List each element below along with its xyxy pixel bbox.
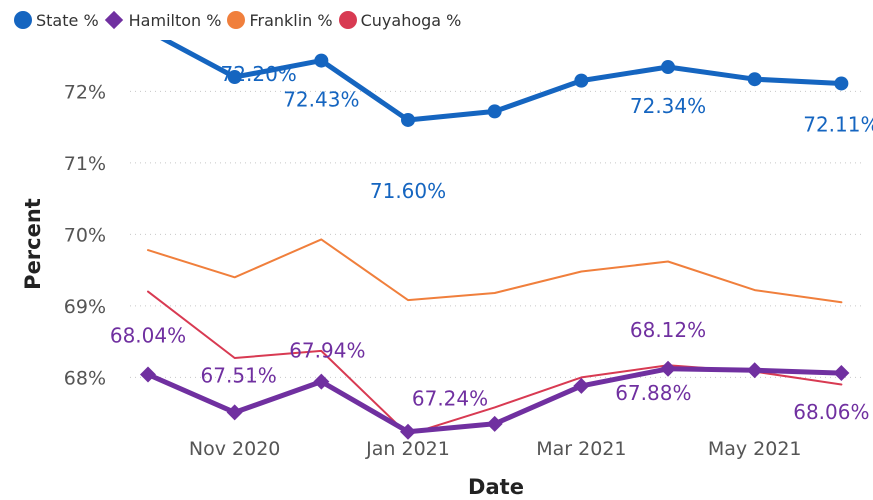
- data-point-hamilton: [140, 366, 156, 383]
- data-point-hamilton: [226, 404, 243, 421]
- legend-label: Franklin %: [249, 10, 333, 30]
- legend-item-state[interactable]: State %: [14, 11, 99, 30]
- y-tick-label: 71%: [64, 153, 106, 175]
- data-point-hamilton: [746, 362, 763, 379]
- series-line-franklin: [147, 238, 843, 304]
- y-tick-label: 68%: [64, 367, 106, 389]
- circle-marker-icon: [14, 11, 32, 29]
- data-label: 71.60%: [370, 179, 446, 203]
- y-tick-label: 72%: [64, 81, 106, 103]
- data-label: 68.06%: [793, 400, 869, 424]
- data-label: 67.24%: [412, 387, 488, 411]
- data-point-state: [227, 70, 242, 85]
- data-label: 72.43%: [283, 88, 359, 112]
- x-tick-label: Jan 2021: [365, 438, 450, 460]
- legend-item-hamilton[interactable]: Hamilton %: [104, 10, 222, 30]
- data-point-hamilton: [573, 377, 590, 394]
- x-tick-label: Nov 2020: [189, 438, 280, 460]
- x-tick-label: May 2021: [708, 438, 802, 460]
- y-axis-title: Percent: [21, 198, 45, 290]
- data-label: 72.20%: [221, 62, 297, 86]
- data-point-hamilton: [400, 423, 417, 440]
- data-point-hamilton: [833, 365, 850, 382]
- x-axis-title: Date: [468, 475, 524, 499]
- legend-item-cuyahoga[interactable]: Cuyahoga %: [338, 10, 462, 30]
- data-point-state: [574, 73, 589, 88]
- data-label: 68.12%: [630, 318, 706, 342]
- data-label: 72.34%: [630, 94, 706, 118]
- y-tick-label: 70%: [64, 224, 106, 246]
- data-label: 68.04%: [110, 323, 186, 347]
- data-point-hamilton: [660, 360, 677, 377]
- data-point-state: [141, 24, 155, 38]
- legend-label: Cuyahoga %: [360, 10, 462, 30]
- data-label: 72.11%: [803, 112, 873, 136]
- legend-item-franklin[interactable]: Franklin %: [227, 10, 333, 30]
- plot-area: [140, 24, 850, 440]
- data-point-state: [314, 53, 329, 68]
- x-tick-label: Mar 2021: [536, 438, 626, 460]
- data-label: 67.94%: [289, 339, 365, 363]
- legend-label: Hamilton %: [128, 10, 222, 30]
- data-point-state: [487, 104, 502, 119]
- legend-label: State %: [36, 10, 99, 30]
- circle-marker-icon: [227, 11, 246, 29]
- y-tick-label: 69%: [64, 296, 106, 318]
- circle-marker-icon: [338, 11, 357, 29]
- data-point-state: [747, 72, 762, 87]
- data-label: 67.88%: [615, 381, 691, 405]
- data-point-state: [401, 112, 416, 127]
- data-point-state: [834, 76, 849, 91]
- data-label: 67.51%: [201, 363, 277, 387]
- data-point-hamilton: [486, 415, 503, 432]
- data-point-hamilton: [313, 373, 330, 390]
- data-point-state: [661, 60, 676, 75]
- legend: State % Hamilton % Franklin % Cuyahoga %: [14, 8, 467, 32]
